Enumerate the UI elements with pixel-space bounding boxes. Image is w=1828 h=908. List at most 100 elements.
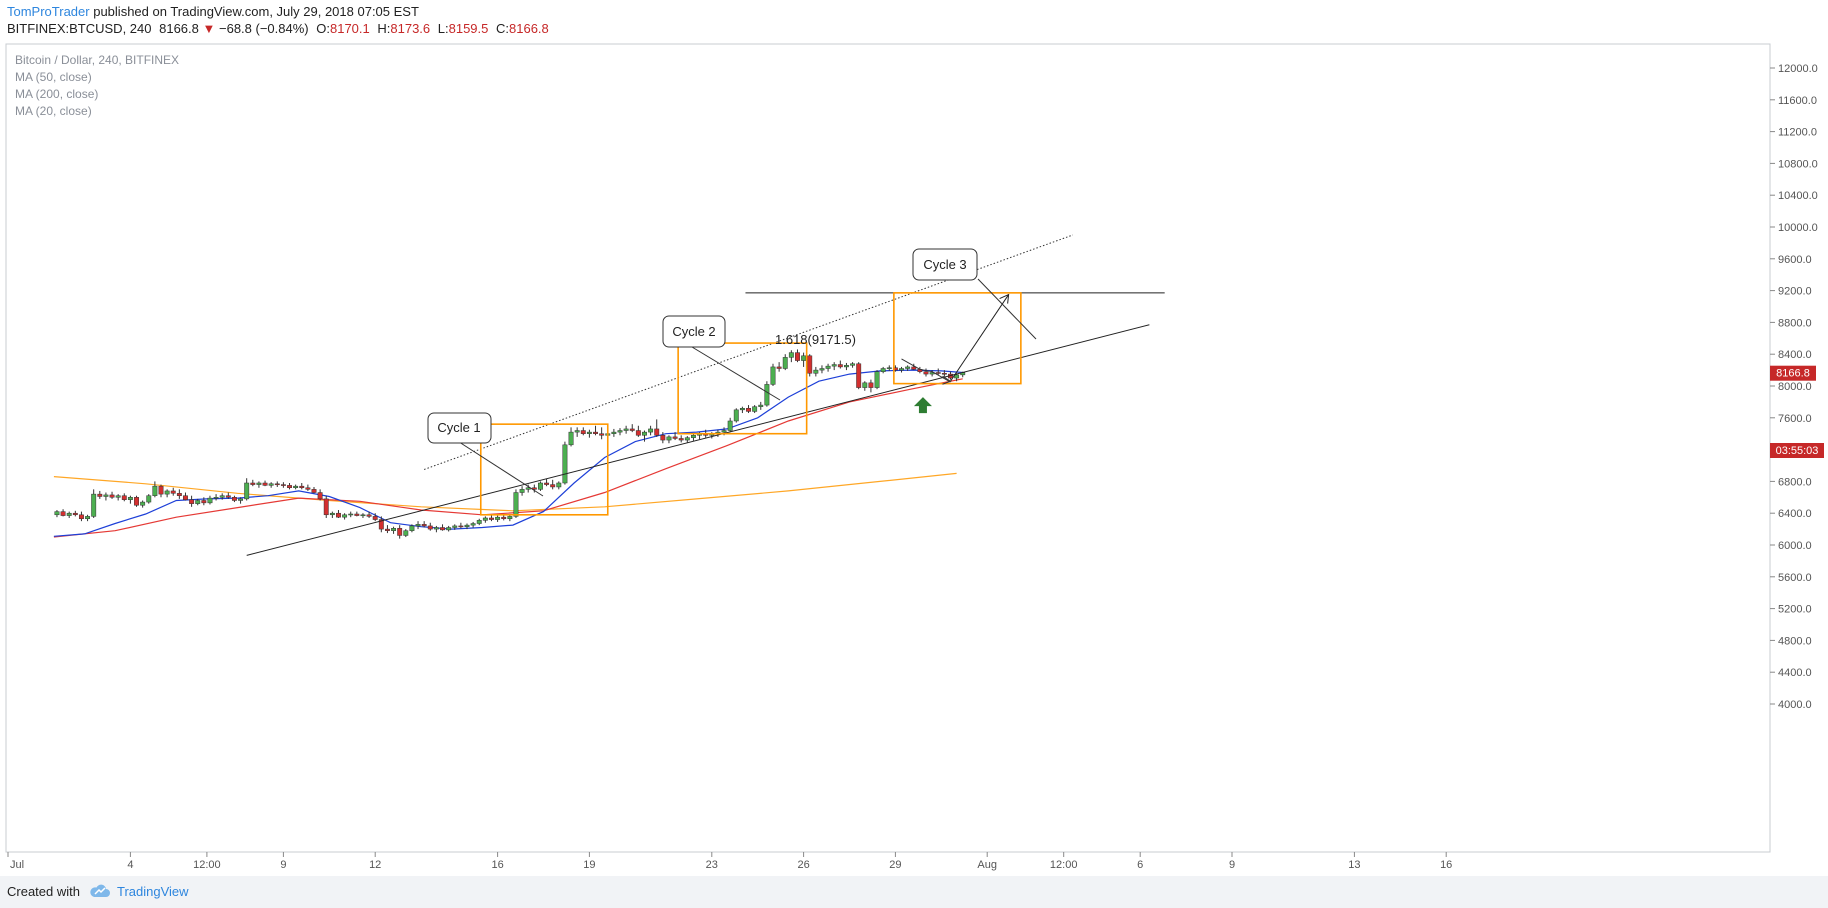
candle-body bbox=[537, 482, 543, 490]
y-tick-label: 10800.0 bbox=[1778, 158, 1818, 170]
candle-body bbox=[880, 368, 886, 372]
chart-legend: Bitcoin / Dollar, 240, BITFINEX MA (50, … bbox=[15, 53, 179, 118]
candle-body bbox=[72, 512, 78, 516]
candle-body bbox=[923, 371, 929, 375]
y-tick-label: 11600.0 bbox=[1778, 95, 1817, 107]
candle-body bbox=[623, 428, 629, 431]
candle-body bbox=[788, 352, 794, 358]
candle-body bbox=[593, 431, 598, 434]
candle-body bbox=[127, 497, 133, 500]
candle-body bbox=[225, 495, 231, 498]
candle-body bbox=[911, 366, 917, 370]
candle-body bbox=[599, 433, 605, 436]
close-label: C: bbox=[496, 21, 509, 36]
time-axis[interactable]: Jul 4 12:00 9 12 16 19 23 26 29 Aug 12:00 6 9 13 16 bbox=[7, 852, 1452, 871]
candle-body bbox=[195, 500, 201, 504]
price-change: −68.8 (−0.84%) bbox=[219, 21, 309, 36]
candle-body bbox=[868, 382, 874, 388]
x-tick-label: 16 bbox=[491, 859, 503, 871]
tradingview-link[interactable]: TradingView bbox=[117, 884, 189, 899]
y-tick-label: 8800.0 bbox=[1778, 317, 1812, 329]
candle-body bbox=[886, 367, 892, 369]
legend-ma20: MA (20, close) bbox=[15, 104, 92, 118]
candle-body bbox=[850, 363, 856, 366]
candle-body bbox=[458, 525, 464, 528]
legend-title: Bitcoin / Dollar, 240, BITFINEX bbox=[15, 53, 179, 67]
y-tick-label: 4800.0 bbox=[1778, 635, 1812, 647]
ma200-line bbox=[53, 472, 957, 512]
candle-body bbox=[556, 482, 562, 488]
price-chart[interactable]: 4000.0 4400.0 4800.0 5200.0 5600.0 6000.0 6400… bbox=[0, 0, 1828, 876]
cycle-2-pointer bbox=[691, 346, 781, 401]
candle-body bbox=[121, 495, 127, 500]
projection-small-arrow-head bbox=[942, 375, 952, 385]
candle-body bbox=[752, 406, 758, 412]
x-tick-label: 9 bbox=[280, 859, 286, 871]
candle-body bbox=[103, 494, 109, 497]
candle-body bbox=[109, 494, 115, 498]
candle-body bbox=[146, 495, 152, 503]
high-value: 8173.6 bbox=[390, 21, 431, 36]
x-tick-label: 23 bbox=[706, 859, 718, 871]
candle-body bbox=[91, 493, 97, 517]
candle-body bbox=[427, 525, 433, 530]
buy-signal-arrow-icon bbox=[913, 397, 932, 414]
price-tag: 8166.8 03:55:03 bbox=[1770, 365, 1824, 458]
candle-body bbox=[758, 404, 764, 407]
candle-body bbox=[819, 368, 825, 371]
plot-area[interactable] bbox=[5, 43, 1771, 853]
x-tick-label: 13 bbox=[1348, 859, 1360, 871]
candle-body bbox=[60, 511, 66, 516]
footer: Created with TradingView bbox=[0, 876, 1828, 908]
candle-body bbox=[660, 435, 666, 441]
candle-body bbox=[580, 430, 586, 434]
y-tick-label: 8000.0 bbox=[1778, 381, 1812, 393]
price-tag-value: 8166.8 bbox=[1776, 368, 1810, 380]
candle-body bbox=[354, 513, 360, 516]
x-tick-label: 12:00 bbox=[1050, 859, 1078, 871]
candle-body bbox=[152, 485, 158, 496]
candle-body bbox=[482, 517, 488, 521]
tradingview-cloud-icon[interactable] bbox=[88, 882, 112, 900]
candle-body bbox=[568, 431, 574, 446]
candle-body bbox=[378, 519, 384, 530]
projection-small-path bbox=[901, 358, 951, 383]
candle-body bbox=[158, 485, 164, 495]
open-label: O: bbox=[316, 21, 330, 36]
candle-body bbox=[384, 528, 390, 531]
candle-body bbox=[672, 436, 678, 439]
candle-body bbox=[250, 482, 256, 485]
candle-body bbox=[66, 512, 72, 516]
candle-body bbox=[323, 498, 329, 516]
candle-body bbox=[831, 364, 837, 367]
candle-body bbox=[635, 430, 641, 436]
candle-body bbox=[825, 365, 831, 369]
x-tick-label: 12:00 bbox=[193, 859, 221, 871]
author-link[interactable]: TomProTrader bbox=[7, 4, 90, 19]
candle-body bbox=[219, 495, 225, 498]
legend-ma50: MA (50, close) bbox=[15, 70, 92, 84]
candle-body bbox=[397, 528, 403, 536]
candle-body bbox=[874, 371, 880, 388]
y-tick-label: 10000.0 bbox=[1778, 222, 1818, 234]
x-tick-label: 16 bbox=[1440, 859, 1452, 871]
candle-body bbox=[678, 438, 684, 441]
candle-body bbox=[78, 514, 84, 520]
countdown-bg bbox=[1770, 443, 1824, 458]
candle-body bbox=[519, 489, 525, 493]
cycle-2-box-label bbox=[662, 315, 726, 348]
price-axis[interactable]: 4000.0 4400.0 4800.0 5200.0 5600.0 6000.0 6400… bbox=[1770, 63, 1818, 711]
y-tick-label: 6000.0 bbox=[1778, 540, 1812, 552]
cycle-3-box-label bbox=[912, 248, 978, 281]
down-triangle-icon: ▼ bbox=[202, 21, 216, 36]
candle-body bbox=[231, 497, 237, 501]
price-tag-bg bbox=[1770, 365, 1816, 381]
candle-body bbox=[654, 428, 660, 436]
candle-body bbox=[342, 514, 348, 518]
candle-body bbox=[280, 484, 286, 486]
candle-body bbox=[183, 495, 188, 500]
ma50-line bbox=[53, 378, 963, 538]
candle-body bbox=[201, 500, 207, 504]
candle-body bbox=[642, 431, 647, 436]
cycle-3-box bbox=[893, 292, 1022, 385]
